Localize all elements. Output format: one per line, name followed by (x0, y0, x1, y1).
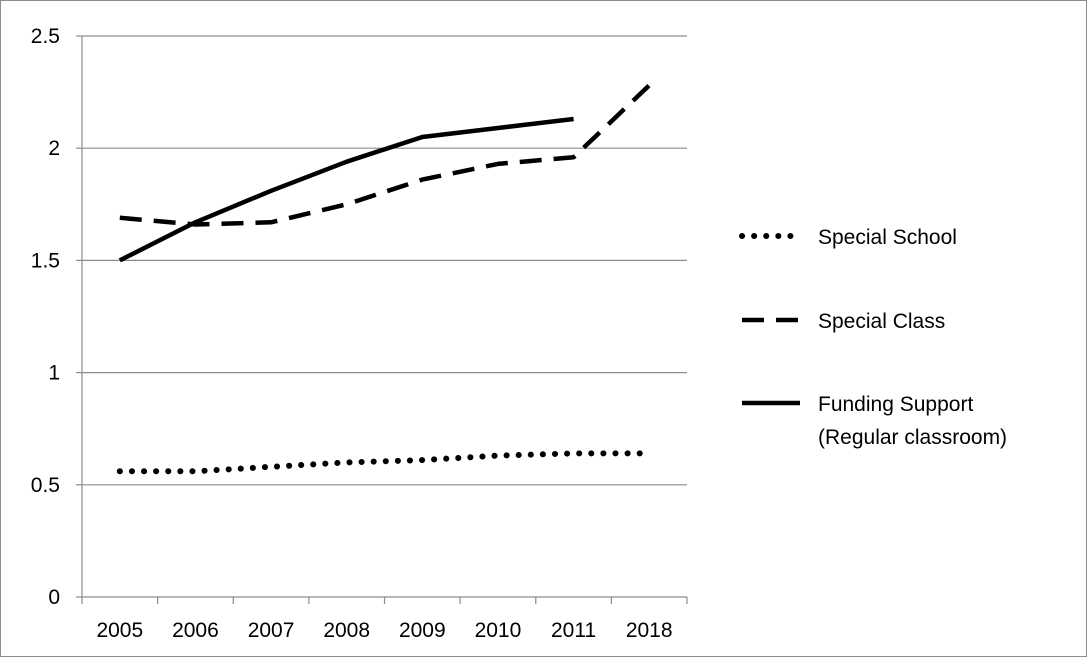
x-tick-labels: 2005 2006 2007 2008 2009 2010 2011 2018 (96, 619, 672, 642)
y-tick-label: 1 (48, 362, 60, 385)
series-line-solid (118, 116, 574, 263)
y-tick-label: 0 (48, 586, 60, 609)
legend-label: (Regular classroom) (818, 426, 1007, 449)
x-tick-label: 2009 (399, 619, 446, 642)
x-tick-label: 2008 (323, 619, 370, 642)
y-tick-labels: 0 0.5 1 1.5 2 2.5 (31, 25, 60, 609)
series-line-dashed (119, 83, 651, 227)
y-tick-label: 1.5 (31, 249, 60, 272)
legend: Special School Special Class Funding Suppo… (739, 226, 1007, 449)
x-tick-label: 2010 (475, 619, 522, 642)
legend-label: Special Class (818, 310, 945, 333)
y-tick-label: 2.5 (31, 25, 60, 48)
gridlines (82, 35, 687, 486)
series-lines (116, 83, 653, 475)
series-line-dotted (116, 450, 653, 475)
x-tick-label: 2005 (96, 619, 143, 642)
x-tick-label: 2006 (172, 619, 219, 642)
y-tick-label: 2 (48, 137, 60, 160)
axes (76, 35, 688, 604)
x-tick-label: 2018 (626, 619, 673, 642)
legend-label: Special School (818, 226, 957, 249)
y-tick-label: 0.5 (31, 474, 60, 497)
x-tick-label: 2007 (248, 619, 295, 642)
legend-label: Funding Support (818, 393, 973, 416)
x-tick-label: 2011 (551, 619, 596, 642)
